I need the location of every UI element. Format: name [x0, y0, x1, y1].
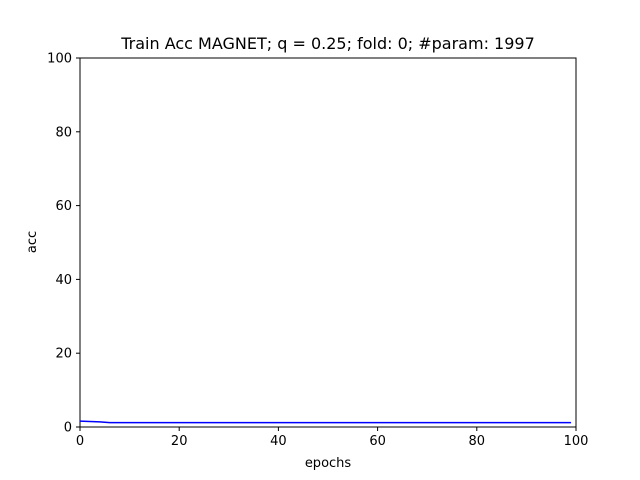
series-line: [79, 420, 572, 424]
axes-frame: [79, 57, 577, 428]
y-tick-label: 0: [64, 421, 72, 436]
x-tick-label: 40: [270, 434, 287, 449]
x-tick-label: 20: [171, 434, 188, 449]
plot-area: [79, 57, 577, 428]
x-tick-label: 80: [469, 434, 486, 449]
x-tick-label: 100: [564, 434, 589, 449]
y-tick-label: 100: [47, 52, 72, 67]
x-axis-ticks: 0 20 40 60 80 100: [76, 427, 589, 449]
y-tick-label: 40: [55, 273, 72, 288]
x-tick-label: 60: [369, 434, 386, 449]
y-tick-label: 80: [55, 125, 72, 140]
y-tick-label: 20: [55, 347, 72, 362]
x-tick-label: 0: [76, 434, 84, 449]
y-tick-label: 60: [55, 199, 72, 214]
y-axis-ticks: 0 20 40 60 80 100: [47, 52, 80, 436]
x-axis-label: epochs: [305, 456, 352, 471]
chart-title: Train Acc MAGNET; q = 0.25; fold: 0; #pa…: [120, 34, 535, 53]
series-layer: [79, 420, 572, 424]
y-axis-label: acc: [25, 231, 40, 253]
